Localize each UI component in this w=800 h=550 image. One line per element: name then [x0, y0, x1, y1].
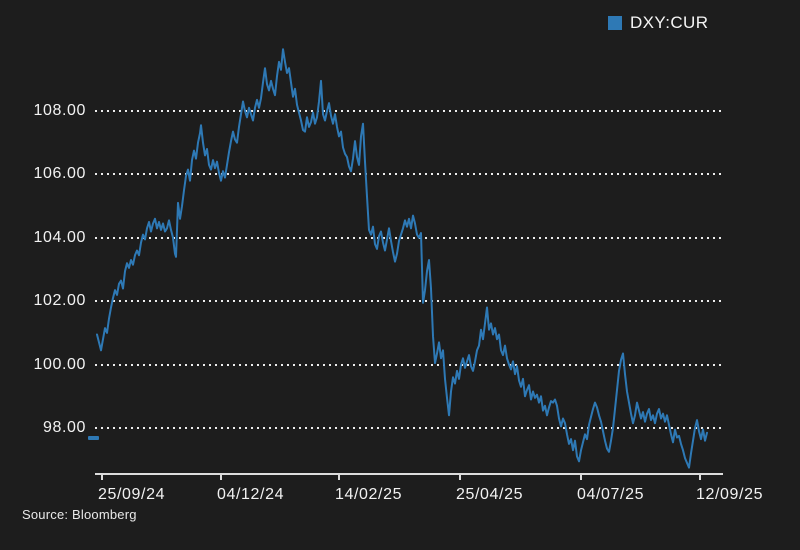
x-axis-tick — [338, 473, 340, 480]
x-axis-tick — [101, 473, 103, 480]
x-axis-tick — [220, 473, 222, 480]
legend-swatch-icon — [608, 16, 622, 30]
price-line — [96, 48, 708, 469]
x-axis-label: 04/07/25 — [577, 486, 645, 503]
x-axis-label: 14/02/25 — [335, 486, 403, 503]
y-axis-label: 98.00 — [42, 419, 86, 436]
x-axis-label: 04/12/24 — [217, 486, 285, 503]
x-axis-tick — [459, 473, 461, 480]
x-axis-label: 12/09/25 — [696, 486, 764, 503]
legend: DXY:CUR — [608, 13, 708, 33]
x-axis-line — [95, 473, 723, 475]
gridline — [95, 427, 723, 429]
source-note: Source: Bloomberg — [22, 507, 137, 522]
last-price-marker — [88, 435, 99, 440]
y-axis-label: 108.00 — [33, 102, 86, 119]
gridline — [95, 173, 723, 176]
gridline — [95, 236, 723, 239]
x-axis-tick — [699, 473, 701, 480]
legend-label: DXY:CUR — [630, 13, 709, 32]
y-axis-label: 100.00 — [33, 355, 86, 373]
gridline — [95, 363, 723, 366]
x-axis-label: 25/04/25 — [456, 486, 524, 503]
y-axis-label: 102.00 — [33, 292, 86, 310]
gridline — [95, 300, 723, 303]
y-axis-label: 104.00 — [33, 228, 86, 246]
x-axis-tick — [580, 473, 582, 480]
x-axis-label: 25/09/24 — [98, 486, 166, 503]
y-axis-label: 106.00 — [33, 165, 86, 183]
gridline — [95, 110, 723, 112]
